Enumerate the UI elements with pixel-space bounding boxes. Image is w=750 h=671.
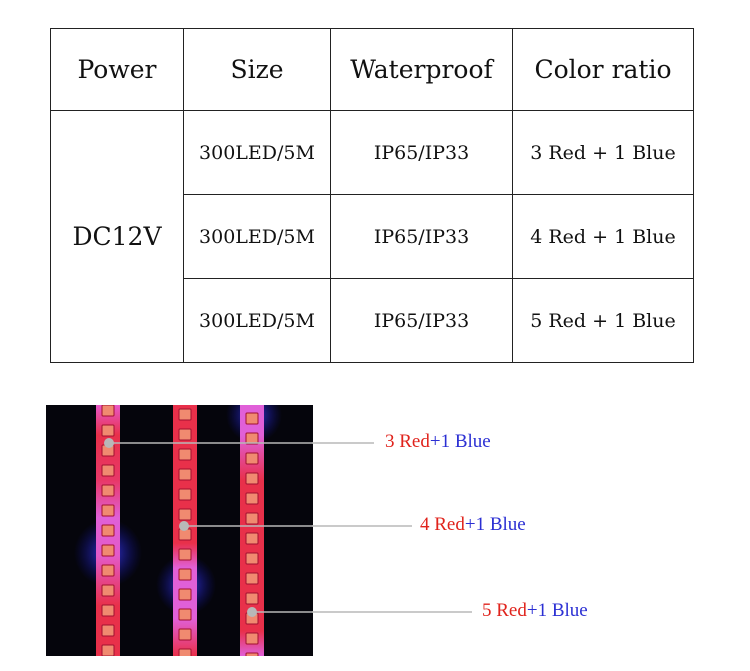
header-waterproof: Waterproof bbox=[330, 28, 513, 111]
led-chip bbox=[245, 452, 259, 465]
led-chip bbox=[245, 652, 259, 656]
size-cell: 300LED/5M bbox=[183, 194, 331, 279]
size-cell: 300LED/5M bbox=[183, 110, 331, 195]
led-chip bbox=[101, 584, 115, 597]
callout-label-3r1b: 3 Red+1 Blue bbox=[385, 431, 491, 452]
led-chip bbox=[101, 504, 115, 517]
callout-dot bbox=[179, 521, 189, 531]
led-chip bbox=[101, 644, 115, 656]
led-chip bbox=[178, 468, 192, 481]
waterproof-cell: IP65/IP33 bbox=[330, 194, 513, 279]
led-chip bbox=[101, 564, 115, 577]
led-chip bbox=[245, 532, 259, 545]
led-chip bbox=[101, 464, 115, 477]
callout-dot bbox=[247, 607, 257, 617]
led-chip bbox=[178, 568, 192, 581]
table-row: 300LED/5M IP65/IP33 4 Red + 1 Blue bbox=[51, 194, 694, 279]
led-chip bbox=[101, 544, 115, 557]
waterproof-cell: IP65/IP33 bbox=[330, 110, 513, 195]
header-size: Size bbox=[183, 28, 331, 111]
led-chip bbox=[245, 492, 259, 505]
led-chip bbox=[245, 572, 259, 585]
led-chip bbox=[178, 628, 192, 641]
ratio-cell: 3 Red + 1 Blue bbox=[512, 110, 694, 195]
led-chip bbox=[245, 592, 259, 605]
power-cell: DC12V bbox=[50, 110, 184, 363]
led-chip bbox=[101, 484, 115, 497]
led-chip bbox=[178, 408, 192, 421]
led-chip bbox=[178, 428, 192, 441]
callout-label-5r1b: 5 Red+1 Blue bbox=[482, 600, 588, 621]
led-chip bbox=[245, 472, 259, 485]
led-chip bbox=[101, 405, 115, 417]
callout-label-4r1b: 4 Red+1 Blue bbox=[420, 514, 526, 535]
led-chip bbox=[178, 448, 192, 461]
led-chip bbox=[101, 624, 115, 637]
callout-lines bbox=[312, 442, 472, 613]
led-chip bbox=[178, 588, 192, 601]
led-chip bbox=[101, 604, 115, 617]
header-color-ratio: Color ratio bbox=[512, 28, 694, 111]
led-chip bbox=[245, 552, 259, 565]
table-row: 300LED/5M IP65/IP33 5 Red + 1 Blue bbox=[51, 278, 694, 363]
table-row: DC12V 300LED/5M IP65/IP33 3 Red + 1 Blue bbox=[50, 110, 694, 363]
size-cell: 300LED/5M bbox=[183, 278, 331, 363]
led-chip bbox=[245, 412, 259, 425]
led-chip bbox=[178, 608, 192, 621]
led-strip-photo bbox=[46, 405, 313, 656]
led-chip bbox=[101, 524, 115, 537]
led-chip bbox=[101, 424, 115, 437]
callout-dot bbox=[104, 438, 114, 448]
spec-table: Power Size Waterproof Color ratio DC12V … bbox=[50, 28, 694, 363]
ratio-cell: 5 Red + 1 Blue bbox=[512, 278, 694, 363]
led-chip bbox=[178, 508, 192, 521]
led-chip bbox=[178, 648, 192, 656]
ratio-cell: 4 Red + 1 Blue bbox=[512, 194, 694, 279]
led-chip bbox=[245, 432, 259, 445]
header-power: Power bbox=[50, 28, 184, 111]
led-chip bbox=[178, 548, 192, 561]
led-chip bbox=[245, 512, 259, 525]
waterproof-cell: IP65/IP33 bbox=[330, 278, 513, 363]
led-chip bbox=[245, 632, 259, 645]
led-chip bbox=[178, 488, 192, 501]
